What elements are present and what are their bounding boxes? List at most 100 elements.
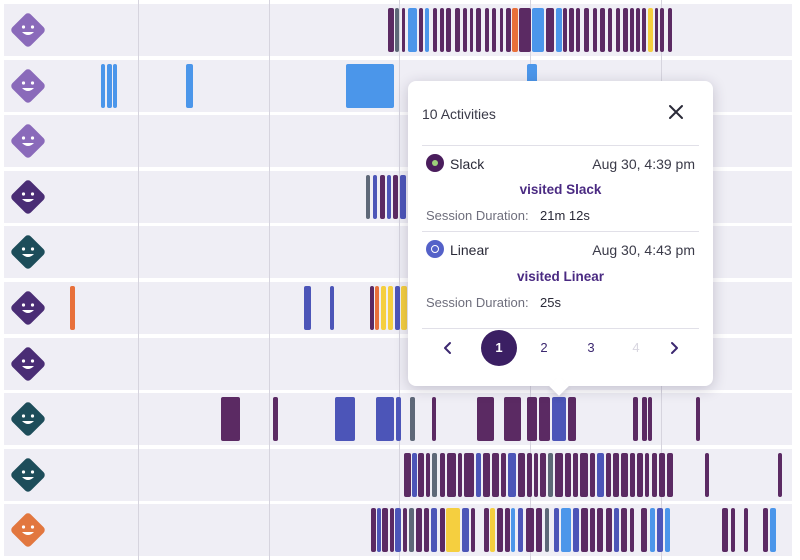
activity-bar[interactable] [505, 508, 510, 553]
activity-bar[interactable] [387, 174, 391, 219]
activity-bar[interactable] [458, 452, 462, 497]
activity-bar[interactable] [569, 8, 574, 52]
user-avatar-icon[interactable] [8, 121, 48, 161]
activity-bar[interactable] [563, 8, 567, 52]
activity-bar[interactable] [395, 508, 401, 553]
activity-bar[interactable] [518, 508, 523, 553]
activity-bar[interactable] [519, 8, 531, 52]
activity-bar[interactable] [186, 63, 193, 108]
activity-bar[interactable] [476, 452, 481, 497]
activity-bar[interactable] [485, 8, 489, 52]
activity-bar[interactable] [388, 286, 393, 330]
activity-bar[interactable] [584, 8, 589, 52]
activity-bar[interactable] [527, 397, 537, 442]
activity-bar[interactable] [395, 286, 400, 330]
activity-bar[interactable] [650, 508, 655, 553]
activity-bar[interactable] [497, 508, 503, 553]
activity-bar[interactable] [621, 508, 627, 553]
activity-bar[interactable] [426, 452, 430, 497]
activity-bar[interactable] [346, 63, 394, 108]
activity-bar[interactable] [432, 397, 436, 442]
user-avatar-icon[interactable] [8, 232, 48, 272]
activity-bar[interactable] [633, 397, 638, 442]
activity-bar[interactable] [470, 8, 473, 52]
activity-bar[interactable] [376, 397, 394, 442]
activity-bar[interactable] [511, 508, 515, 553]
activity-bar[interactable] [623, 8, 628, 52]
activity-bar[interactable] [476, 8, 481, 52]
activity-bar[interactable] [432, 452, 437, 497]
activity-bar[interactable] [763, 508, 768, 553]
activity-bar[interactable] [770, 508, 776, 553]
activity-bar[interactable] [614, 508, 619, 553]
activity-bar[interactable] [508, 452, 516, 497]
activity-bar[interactable] [545, 508, 549, 553]
activity-bar[interactable] [366, 174, 370, 219]
activity-bar[interactable] [581, 508, 588, 553]
activity-bar[interactable] [576, 8, 580, 52]
activity-bar[interactable] [373, 174, 377, 219]
activity-bar[interactable] [433, 8, 437, 52]
activity-bar[interactable] [648, 8, 653, 52]
activity-bar[interactable] [597, 508, 603, 553]
activity-bar[interactable] [573, 508, 579, 553]
activity-bar[interactable] [483, 452, 490, 497]
activity-bar[interactable] [536, 508, 542, 553]
activity-bar[interactable] [492, 452, 499, 497]
activity-bar[interactable] [396, 397, 401, 442]
activity-bar[interactable] [446, 8, 451, 52]
user-avatar-icon[interactable] [8, 344, 48, 384]
page-2-button[interactable]: 2 [540, 340, 548, 355]
user-avatar-icon[interactable] [8, 10, 48, 50]
activity-bar[interactable] [370, 286, 374, 330]
page-1-button[interactable]: 1 [481, 330, 517, 366]
activity-bar[interactable] [630, 8, 634, 52]
activity-bar[interactable] [555, 452, 563, 497]
activity-bar[interactable] [70, 286, 75, 330]
activity-bar[interactable] [532, 8, 544, 52]
activity-bar[interactable] [335, 397, 355, 442]
activity-bar[interactable] [552, 397, 566, 442]
activity-bar[interactable] [568, 397, 576, 442]
activity-bar[interactable] [425, 8, 429, 52]
activity-bar[interactable] [371, 508, 376, 553]
activity-bar[interactable] [722, 508, 728, 553]
activity-bar[interactable] [608, 8, 612, 52]
activity-bar[interactable] [101, 63, 105, 108]
activity-bar[interactable] [539, 397, 550, 442]
activity-bar[interactable] [462, 508, 469, 553]
activity-bar[interactable] [518, 452, 525, 497]
activity-bar[interactable] [490, 508, 495, 553]
activity-bar[interactable] [375, 286, 379, 330]
activity-bar[interactable] [527, 452, 532, 497]
activity-bar[interactable] [731, 508, 735, 553]
activity-bar[interactable] [409, 508, 414, 553]
activity-bar[interactable] [402, 8, 405, 52]
activity-bar[interactable] [778, 452, 782, 497]
activity-bar[interactable] [657, 508, 663, 553]
user-avatar-icon[interactable] [8, 288, 48, 328]
activity-bar[interactable] [636, 8, 640, 52]
activity-bar[interactable] [642, 397, 647, 442]
activity-bar[interactable] [400, 174, 406, 219]
activity-bar[interactable] [641, 508, 647, 553]
activity-bar[interactable] [418, 452, 424, 497]
activity-bar[interactable] [705, 452, 709, 497]
activity-bar[interactable] [590, 508, 595, 553]
activity-bar[interactable] [642, 8, 646, 52]
activity-bar[interactable] [395, 8, 399, 52]
activity-bar[interactable] [606, 508, 612, 553]
activity-bar[interactable] [446, 508, 460, 553]
activity-bar[interactable] [534, 452, 538, 497]
activity-bar[interactable] [600, 8, 605, 52]
activity-bar[interactable] [590, 452, 595, 497]
activity-bar[interactable] [390, 508, 394, 553]
user-avatar-icon[interactable] [8, 399, 48, 439]
activity-bar[interactable] [393, 174, 398, 219]
page-3-button[interactable]: 3 [587, 340, 595, 355]
activity-bar[interactable] [540, 452, 546, 497]
activity-bar[interactable] [382, 508, 388, 553]
activity-bar[interactable] [613, 452, 619, 497]
activity-bar[interactable] [388, 8, 394, 52]
activity-bar[interactable] [416, 508, 422, 553]
